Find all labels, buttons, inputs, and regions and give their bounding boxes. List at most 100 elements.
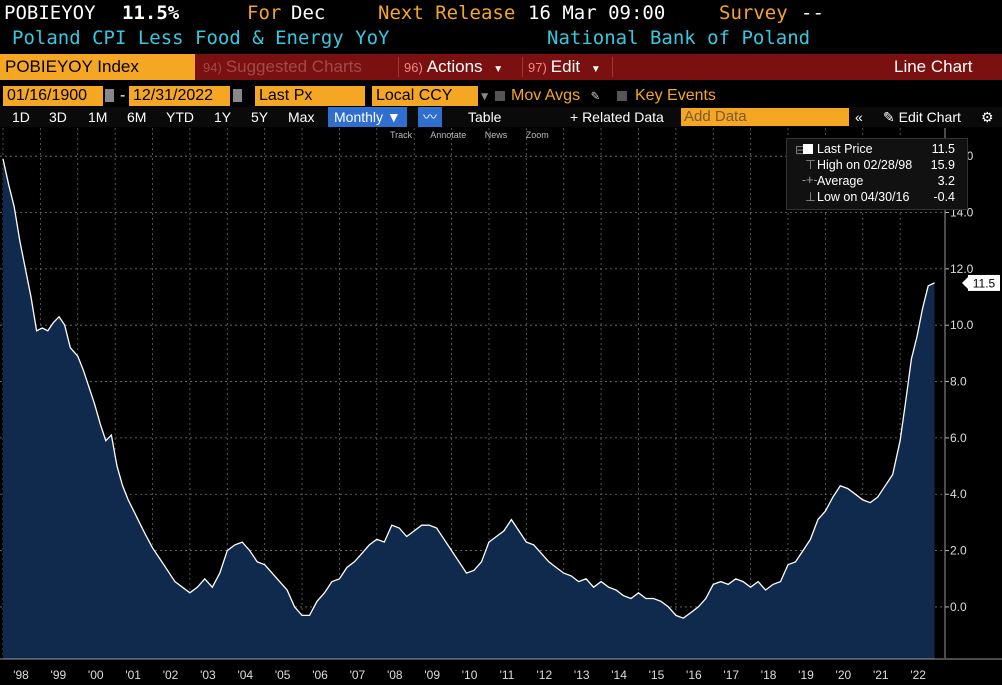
survey-value: -- — [801, 2, 824, 24]
x-tick-label: '17 — [723, 668, 739, 682]
controls-row: 01/16/1900 - 12/31/2022 Last Px Local CC… — [0, 86, 1002, 107]
x-tick-label: '21 — [873, 668, 889, 682]
legend-swatch — [803, 144, 813, 154]
period-toolbar: 1D 3D 1M 6M YTD 1Y 5Y Max Monthly ▼ 〰 Ta… — [0, 107, 1002, 127]
settings-icon[interactable]: ⚙ — [981, 109, 994, 125]
y-tick-label: 0.0 — [950, 600, 967, 614]
legend-average-label: Average — [817, 174, 864, 188]
x-tick-label: '03 — [200, 668, 216, 682]
x-tick-label: '18 — [761, 668, 777, 682]
security-description: Poland CPI Less Food & Energy YoY — [12, 27, 390, 49]
period-max[interactable]: Max — [288, 109, 315, 125]
x-tick-label: '08 — [387, 668, 403, 682]
average-icon: -+- — [802, 173, 818, 187]
actions-num: 96) — [404, 60, 423, 75]
x-tick-label: '99 — [51, 668, 67, 682]
legend-average-value: 3.2 — [937, 174, 955, 188]
legend-high-label: High on 02/28/98 — [817, 158, 913, 172]
suggested-charts-button[interactable]: 94) Suggested Charts — [203, 54, 362, 80]
related-data-button[interactable]: + Related Data — [570, 109, 664, 125]
edit-num: 97) — [528, 60, 547, 75]
mov-avgs-checkbox[interactable] — [495, 91, 505, 101]
legend-high-value: 15.9 — [930, 158, 955, 172]
period-1d[interactable]: 1D — [12, 109, 30, 125]
series-area — [3, 159, 935, 659]
x-tick-label: '02 — [163, 668, 179, 682]
low-icon: ⊥ — [805, 190, 816, 204]
legend-low-value: -0.4 — [933, 190, 955, 204]
x-axis: '98 '99 '00 '01 '02 '03 '04 '05 '06 '07 '08 '09 '10 '… — [0, 658, 1002, 682]
pencil-icon[interactable]: ✎ — [591, 88, 600, 104]
function-bar: POBIEYOY Index 94) Suggested Charts 96) Ac… — [0, 54, 1002, 80]
survey-label: Survey — [719, 2, 788, 24]
current-value: 11.5% — [122, 2, 180, 24]
period-ytd[interactable]: YTD — [166, 109, 194, 125]
field-select[interactable]: Last Px — [255, 86, 365, 106]
period-1y[interactable]: 1Y — [214, 109, 232, 125]
currency-select[interactable]: Local CCY — [372, 86, 478, 106]
x-tick-label: '01 — [125, 668, 141, 682]
x-tick-label: '22 — [910, 668, 926, 682]
period-5y[interactable]: 5Y — [251, 109, 269, 125]
x-tick-label: '12 — [537, 668, 553, 682]
actions-menu[interactable]: 96) Actions ▼ — [404, 54, 503, 80]
chart-tools: Track Annotate News Zoom — [390, 130, 565, 140]
x-tick-label: '00 — [88, 668, 104, 682]
y-tick-label: 8.0 — [950, 375, 967, 389]
chevron-down-icon: ▼ — [590, 64, 601, 75]
last-value-tag — [968, 274, 1000, 291]
date-separator: - — [120, 87, 126, 104]
x-tick-label: '15 — [649, 668, 665, 682]
high-icon: ⊤ — [805, 158, 816, 172]
divider — [612, 57, 613, 77]
chevron-down-icon: ▼ — [386, 109, 401, 125]
start-date-field[interactable]: 01/16/1900 — [3, 86, 103, 106]
calendar-icon[interactable] — [105, 89, 114, 102]
chart-type-label[interactable]: Line Chart — [894, 57, 973, 76]
last-value-marker: 11.5 — [962, 274, 1000, 291]
for-value: Dec — [291, 2, 326, 24]
y-tick-label: 6.0 — [950, 431, 967, 445]
edit-menu[interactable]: 97) Edit ▼ — [528, 54, 601, 80]
news-tool[interactable]: News — [484, 130, 508, 140]
y-tick-label: 4.0 — [950, 487, 967, 501]
line-chart-icon[interactable]: 〰 — [418, 107, 442, 127]
suggested-num: 94) — [203, 60, 222, 75]
annotate-tool[interactable]: Annotate — [430, 130, 467, 140]
x-tick-label: '10 — [462, 668, 478, 682]
legend-low-label: Low on 04/30/16 — [817, 190, 910, 204]
legend-last-label: Last Price — [817, 142, 873, 156]
track-tool[interactable]: Track — [390, 130, 413, 140]
table-button[interactable]: Table — [468, 109, 502, 125]
edit-chart-button[interactable]: ✎ Edit Chart — [883, 107, 961, 127]
header-row-2: Poland CPI Less Food & Energy YoY Nation… — [0, 27, 1002, 51]
x-tick-label: '07 — [350, 668, 366, 682]
period-1m[interactable]: 1M — [88, 109, 108, 125]
x-tick-label: '19 — [798, 668, 814, 682]
x-tick-label: '20 — [836, 668, 852, 682]
legend-toggle-icon[interactable]: ⊟ — [795, 143, 806, 157]
security-field[interactable]: POBIEYOY Index — [0, 54, 195, 80]
next-release-label: Next Release — [378, 2, 516, 24]
key-events-checkbox[interactable] — [617, 91, 627, 101]
last-value-pointer — [962, 276, 968, 289]
period-3d[interactable]: 3D — [49, 109, 67, 125]
zoom-tool[interactable]: Zoom — [525, 130, 549, 140]
x-tick-label: '98 — [13, 668, 29, 682]
period-6m[interactable]: 6M — [127, 109, 147, 125]
x-tick-label: '06 — [312, 668, 328, 682]
chevron-down-icon[interactable]: ▼ — [481, 89, 489, 103]
collapse-icon[interactable]: « — [855, 109, 863, 125]
end-date-field[interactable]: 12/31/2022 — [129, 86, 230, 106]
calendar-icon[interactable] — [233, 89, 242, 102]
legend-last-value: 11.5 — [931, 142, 955, 156]
chart[interactable]: 16.014.012.010.08.06.04.02.00.0 '98'99'0… — [0, 128, 1002, 685]
y-tick-label: 2.0 — [950, 544, 967, 558]
add-data-input[interactable]: Add Data — [681, 108, 849, 126]
x-tick-label: '11 — [500, 668, 515, 682]
x-tick-label: '14 — [611, 668, 627, 682]
y-tick-label: 12.0 — [950, 262, 974, 276]
legend: ⊟ Last Price 11.5 ⊤ High on 02/28/98 15.… — [786, 138, 968, 210]
frequency-select[interactable]: Monthly ▼ — [328, 107, 407, 127]
header-row-1: POBIEYOY 11.5% For Dec Next Release 16 M… — [0, 2, 1002, 26]
